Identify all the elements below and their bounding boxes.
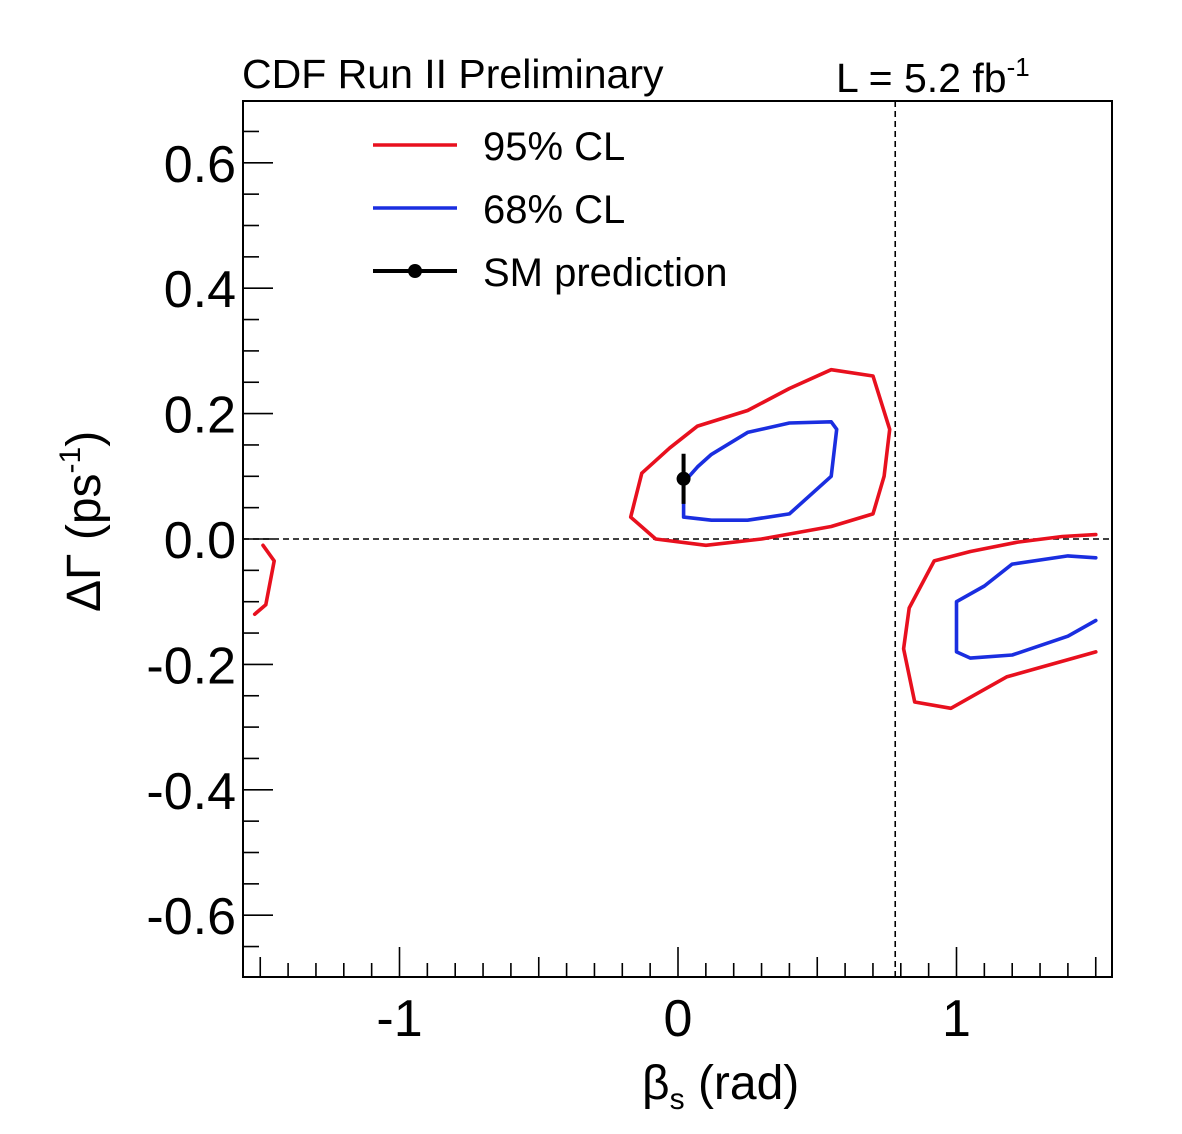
reference-lines: [243, 101, 1112, 977]
legend-label-2: SM prediction: [483, 251, 728, 295]
x-label-unit: (rad): [684, 1057, 800, 1110]
luminosity-text: L = 5.2 fb: [836, 55, 1007, 101]
x-label-subscript: s: [669, 1083, 685, 1116]
y-tick-label: 0.2: [164, 387, 236, 445]
contour-68cl-0: [681, 419, 839, 523]
contour-95cl-1: [252, 543, 277, 617]
y-label-close: ): [58, 430, 111, 447]
luminosity-exponent: -1: [1006, 52, 1030, 82]
contour-68cl-1: [954, 554, 1098, 660]
chart-title-text: CDF Run II Preliminary: [242, 51, 664, 97]
y-tick-label: 0.4: [164, 261, 236, 319]
x-axis-label: βs (rad): [642, 1060, 799, 1115]
x-label-symbol: β: [642, 1057, 670, 1110]
legend-marker: [408, 264, 422, 278]
legend: 95% CL 68% CL SM prediction: [373, 125, 728, 295]
chart-title: CDF Run II Preliminary: [242, 54, 663, 95]
y-label-exponent: -1: [54, 446, 87, 474]
x-tick-label: -1: [376, 990, 422, 1048]
axes: 0.6 0.4 0.2 0.0 -0.2 -0.4 -0.6 -1 0 1: [146, 100, 1113, 1048]
y-axis-label: ΔΓ (ps-1): [54, 430, 111, 613]
y-label-symbol: ΔΓ: [58, 553, 111, 613]
legend-label-0: 95% CL: [483, 125, 625, 169]
sm-prediction-point: [676, 471, 691, 486]
legend-label-1: 68% CL: [483, 188, 625, 232]
x-tick-label: 1: [942, 990, 971, 1048]
x-tick-label: 0: [664, 990, 693, 1048]
luminosity-label: L = 5.2 fb-1: [836, 54, 1030, 99]
contour-layer: [252, 367, 1098, 711]
contour-95cl-2: [901, 532, 1098, 711]
y-tick-label: -0.4: [146, 763, 236, 821]
contour-95cl-0: [628, 367, 892, 548]
y-tick-label: -0.2: [146, 637, 236, 695]
y-tick-label: 0.6: [164, 136, 236, 194]
y-label-unit: (ps: [58, 473, 111, 554]
y-tick-label: 0.0: [164, 512, 236, 570]
y-tick-label: -0.6: [146, 888, 236, 946]
